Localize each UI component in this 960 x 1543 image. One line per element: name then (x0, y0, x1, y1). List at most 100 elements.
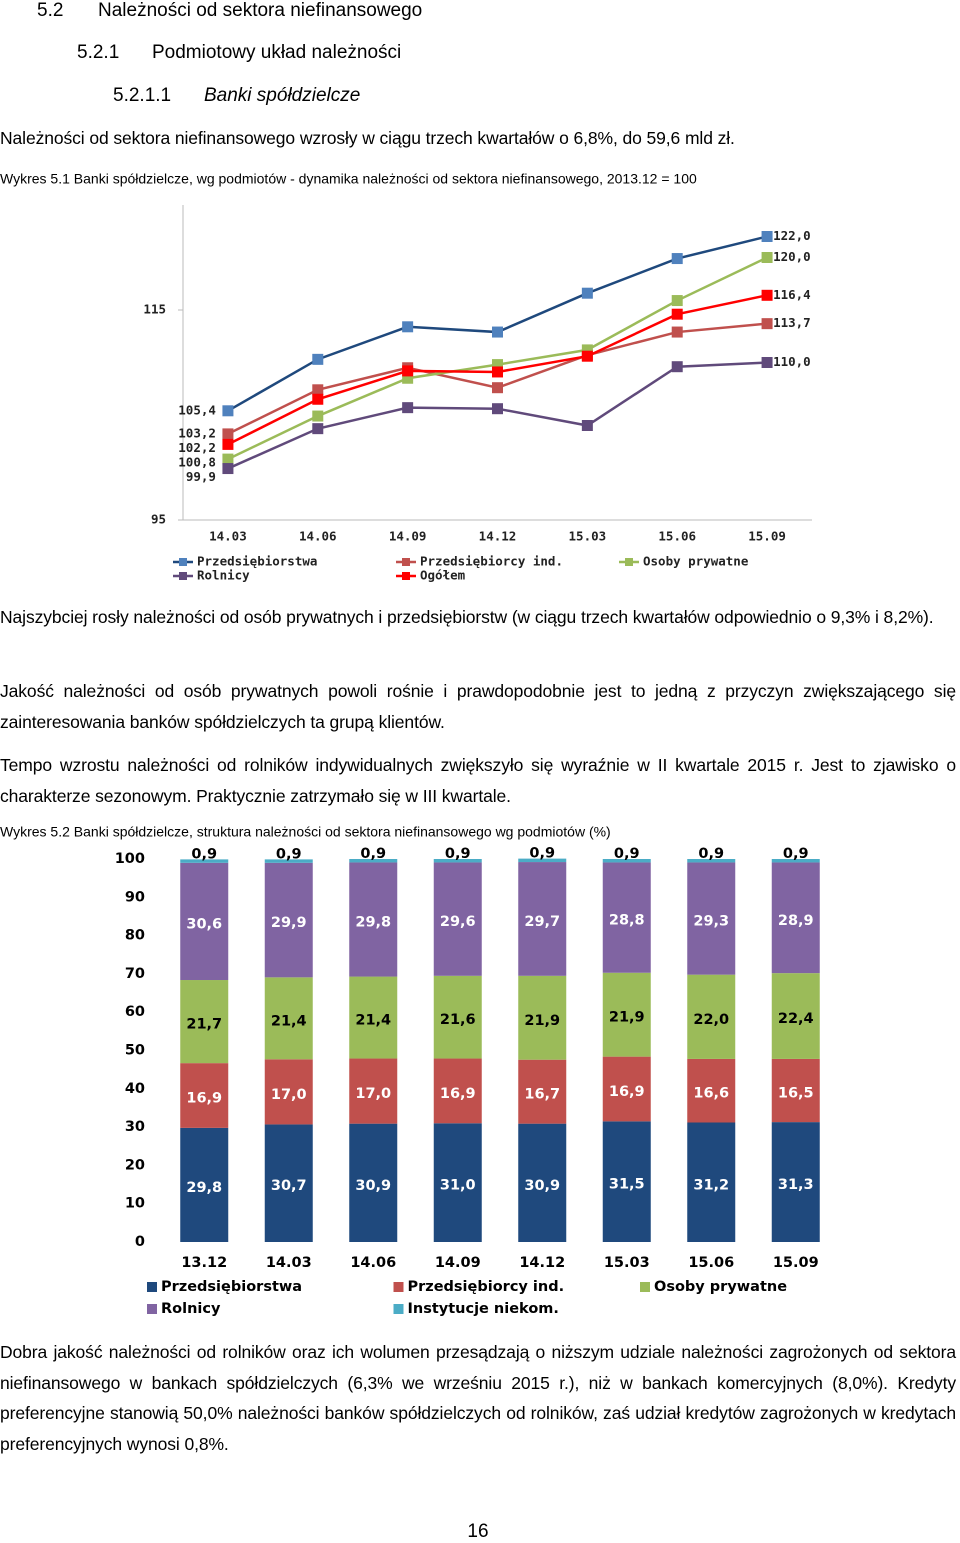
data-label: 113,7 (773, 315, 811, 330)
y-tick-label: 100 (115, 851, 145, 867)
paragraph: Jakość należności od osób prywatnych pow… (0, 681, 956, 732)
marker (671, 295, 683, 307)
data-label: 120,0 (773, 249, 811, 264)
marker (671, 326, 683, 338)
x-tick-label: 15.03 (604, 1255, 650, 1271)
marker (581, 287, 593, 299)
data-label: 99,9 (186, 469, 216, 484)
marker (402, 321, 414, 333)
marker (222, 405, 234, 417)
bar-segment (349, 862, 398, 977)
data-label: 116,4 (773, 287, 811, 302)
bar-segment (602, 862, 651, 973)
bar-segment (518, 1059, 567, 1124)
data-label: 16,5 (778, 1086, 814, 1102)
x-tick-label: 13.12 (181, 1255, 227, 1271)
bar-segment (518, 862, 567, 976)
x-tick-label: 14.06 (299, 529, 337, 544)
y-tick-label: 20 (125, 1157, 145, 1173)
marker (222, 463, 234, 475)
heading: Należności od sektora niefinansowego (98, 0, 423, 21)
bar-segment (180, 862, 229, 981)
data-label: 31,0 (440, 1178, 476, 1194)
marker (581, 344, 593, 356)
legend-marker (147, 1282, 157, 1292)
paragraph: Należności od sektora niefinansowego wzr… (0, 128, 735, 148)
data-label: 17,0 (271, 1087, 307, 1103)
bar-segment (264, 862, 313, 978)
x-tick-label: 14.09 (435, 1255, 481, 1271)
x-tick-label: 15.03 (569, 529, 607, 544)
marker (761, 231, 773, 242)
bar-segment (180, 1063, 229, 1128)
data-label: 0,9 (191, 846, 217, 862)
data-label: 30,7 (271, 1178, 307, 1194)
y-tick-label: 30 (125, 1119, 145, 1135)
bar-segment (602, 972, 651, 1057)
paragraph: Tempo wzrostu należności od rolników ind… (0, 755, 956, 806)
data-label: 29,3 (693, 914, 729, 930)
data-label: 31,2 (693, 1177, 729, 1193)
data-label: 122,0 (773, 228, 811, 243)
chart-title: Wykres 5.2 Banki spółdzielcze, struktura… (0, 824, 611, 840)
marker (312, 423, 324, 435)
data-label: 31,3 (778, 1177, 814, 1193)
y-tick-label: 50 (125, 1043, 145, 1059)
legend-label: Przedsiębiorstwa (197, 554, 317, 569)
marker (761, 252, 773, 263)
legend-label: Przedsiębiorcy ind. (420, 554, 563, 569)
data-label: 100,8 (178, 454, 216, 469)
data-label: 22,4 (778, 1011, 814, 1027)
legend-label: Osoby prywatne (643, 554, 749, 569)
bar-segment (771, 862, 820, 974)
y-tick-label: 60 (125, 1004, 145, 1020)
bar-segment (771, 859, 820, 863)
marker (492, 366, 503, 378)
marker (581, 420, 593, 431)
bar-segment (771, 1122, 820, 1242)
legend-marker (179, 558, 187, 566)
bar-segment (518, 858, 567, 863)
data-label: 16,9 (186, 1091, 222, 1107)
data-label: 21,7 (186, 1017, 222, 1033)
heading: Banki spółdzielcze (204, 85, 361, 106)
legend-label: Instytucje niekom. (408, 1301, 559, 1317)
chart-title: Wykres 5.1 Banki spółdzielcze, wg podmio… (0, 171, 697, 187)
x-tick-label: 14.12 (519, 1255, 565, 1271)
data-label: 0,9 (698, 846, 724, 862)
x-tick-label: 14.09 (389, 529, 427, 544)
x-tick-label: 14.06 (350, 1255, 396, 1271)
legend-marker (179, 572, 187, 580)
heading-number: 5.2.1 (77, 42, 120, 63)
x-tick-label: 14.03 (266, 1255, 312, 1271)
legend-marker (625, 558, 633, 566)
data-label: 30,9 (524, 1178, 560, 1194)
bar-segment (687, 1058, 736, 1123)
paragraph: Najszybciej rosły należności od osób pry… (0, 607, 934, 627)
bar-segment (349, 976, 398, 1059)
bar-segment (433, 1058, 482, 1124)
heading-number: 5.2.1.1 (113, 85, 172, 106)
bar-segment (602, 1056, 651, 1122)
bar-segment (602, 859, 651, 863)
data-label: 29,8 (355, 915, 391, 931)
y-tick-label: 90 (125, 889, 145, 905)
marker (492, 403, 503, 415)
marker (671, 308, 683, 320)
data-label: 0,9 (529, 846, 555, 862)
bar-segment (687, 859, 736, 863)
legend-marker (147, 1304, 157, 1314)
legend-marker (393, 1304, 404, 1314)
marker (402, 365, 414, 377)
bar-segment (518, 1123, 567, 1242)
marker (312, 353, 324, 365)
marker (492, 382, 503, 394)
data-label: 103,2 (178, 425, 216, 440)
bar-segment (264, 977, 313, 1060)
legend-label: Przedsiębiorstwa (161, 1279, 302, 1295)
legend-label: Osoby prywatne (654, 1279, 787, 1295)
bar-segment (602, 1121, 651, 1242)
data-label: 16,9 (440, 1086, 476, 1102)
bar-segment (687, 1122, 736, 1242)
marker (312, 410, 324, 422)
